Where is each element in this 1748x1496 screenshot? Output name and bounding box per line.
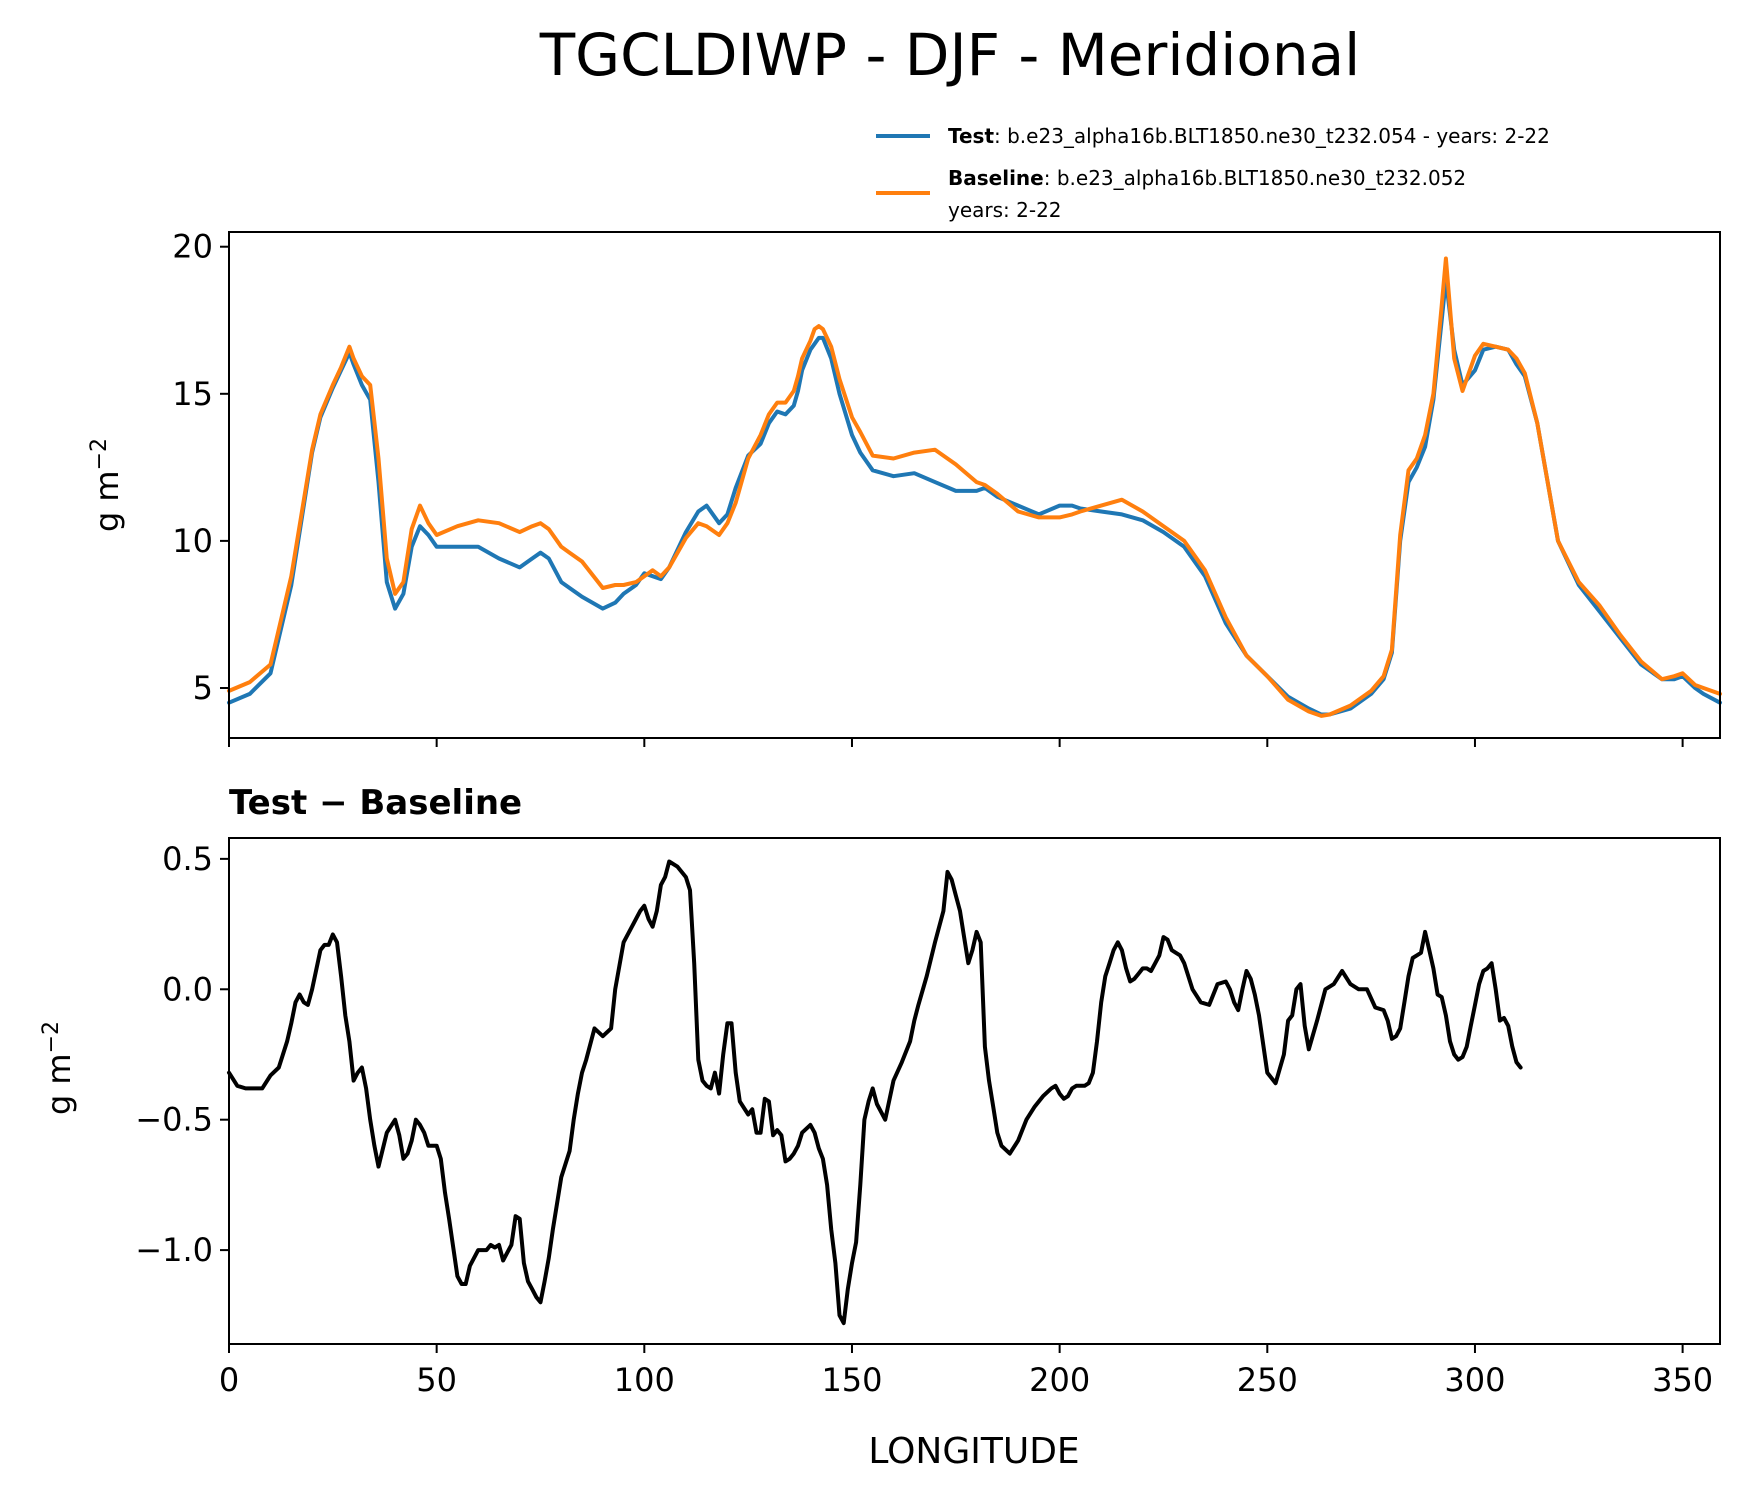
bottom-y-tick-label: −0.5 [135, 1101, 213, 1139]
top-y-axis-label: g m−2 [87, 438, 126, 532]
x-tick-label: 100 [614, 1361, 675, 1399]
x-tick-label: 0 [219, 1361, 239, 1399]
bottom-y-axis-label-unit: g m [40, 1053, 78, 1115]
top-y-axis: 5 10 15 20 [172, 228, 229, 707]
legend: Test: b.e23_alpha16b.BLT1850.ne30_t232.0… [876, 124, 1550, 222]
bottom-y-axis: 0.5 0.0 −0.5 −1.0 [135, 840, 229, 1269]
top-y-tick-label: 10 [172, 522, 213, 560]
chart-title: TGCLDIWP - DJF - Meridional [539, 21, 1361, 89]
legend-baseline-entry: Baseline: b.e23_alpha16b.BLT1850.ne30_t2… [948, 166, 1466, 190]
x-tick-label: 350 [1652, 1361, 1713, 1399]
bottom-y-tick-label: 0.0 [162, 970, 213, 1008]
x-tick-label: 200 [1029, 1361, 1090, 1399]
bottom-y-tick-label: −1.0 [135, 1231, 213, 1269]
top-y-tick-label: 15 [172, 375, 213, 413]
x-tick-label: 150 [821, 1361, 882, 1399]
x-axis-label: LONGITUDE [868, 1431, 1079, 1472]
legend-test-entry: Test: b.e23_alpha16b.BLT1850.ne30_t232.0… [948, 124, 1550, 148]
top-y-axis-label-unit: g m [88, 470, 126, 532]
x-tick-label: 250 [1237, 1361, 1298, 1399]
top-series-line-baseline [227, 256, 1722, 718]
bottom-panel-title: Test − Baseline [229, 783, 522, 823]
legend-baseline-text: : b.e23_alpha16b.BLT1850.ne30_t232.052 [1044, 166, 1466, 190]
bottom-series-line-test-baseline [227, 859, 1523, 1326]
bottom-y-axis-label: g m−2 [39, 1021, 78, 1115]
legend-test-text: : b.e23_alpha16b.BLT1850.ne30_t232.054 -… [994, 124, 1550, 148]
top-x-axis [228, 738, 1684, 747]
top-y-tick-label: 5 [193, 669, 213, 707]
x-tick-label: 300 [1444, 1361, 1505, 1399]
bottom-axes-frame [228, 837, 1721, 1345]
bottom-y-axis-label-sup: −2 [39, 1021, 64, 1053]
top-panel: 5 10 15 20 g m−2 [87, 228, 1722, 747]
top-y-tick-label: 20 [172, 228, 213, 266]
top-axes-frame [228, 231, 1721, 739]
top-series-group [227, 256, 1722, 718]
x-tick-label: 50 [416, 1361, 457, 1399]
bottom-panel: Test − Baseline 0.5 0.0 −0.5 −1.0 0 50 100 150… [39, 783, 1721, 1472]
legend-baseline-label: Baseline [948, 166, 1044, 190]
bottom-series-group [227, 859, 1523, 1326]
top-y-axis-label-sup: −2 [87, 438, 112, 470]
bottom-y-tick-label: 0.5 [162, 840, 213, 878]
bottom-x-axis: 0 50 100 150 200 250 300 350 [219, 1344, 1713, 1399]
legend-baseline-text2: years: 2-22 [948, 198, 1062, 222]
legend-test-label: Test [948, 124, 994, 148]
